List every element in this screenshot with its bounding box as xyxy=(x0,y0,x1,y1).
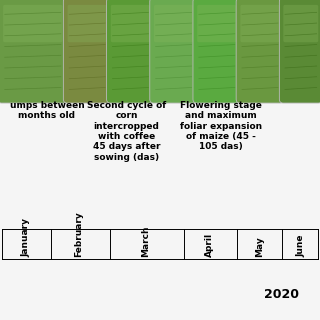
FancyBboxPatch shape xyxy=(63,0,111,103)
Text: April: April xyxy=(205,233,214,257)
FancyBboxPatch shape xyxy=(284,5,318,42)
FancyBboxPatch shape xyxy=(279,0,320,103)
FancyBboxPatch shape xyxy=(107,0,154,103)
FancyBboxPatch shape xyxy=(236,0,284,103)
FancyBboxPatch shape xyxy=(111,5,150,42)
Text: Second cycle of
corn
intercropped
with coffee
45 days after
sowing (das): Second cycle of corn intercropped with c… xyxy=(87,101,166,162)
FancyBboxPatch shape xyxy=(154,5,193,42)
Text: January: January xyxy=(21,218,30,257)
Text: March: March xyxy=(141,225,150,257)
Text: February: February xyxy=(74,211,83,257)
FancyBboxPatch shape xyxy=(150,0,197,103)
Text: June: June xyxy=(296,234,305,257)
FancyBboxPatch shape xyxy=(193,0,241,103)
FancyBboxPatch shape xyxy=(0,0,68,103)
FancyBboxPatch shape xyxy=(240,5,280,42)
FancyBboxPatch shape xyxy=(3,5,62,42)
Text: 2020: 2020 xyxy=(264,288,299,301)
Text: Flowering stage
and maximum
foliar expansion
of maize (45 -
105 das): Flowering stage and maximum foliar expan… xyxy=(180,101,262,151)
Text: umps between
months old: umps between months old xyxy=(10,101,84,120)
Text: May: May xyxy=(255,236,264,257)
FancyBboxPatch shape xyxy=(197,5,236,42)
FancyBboxPatch shape xyxy=(68,5,107,42)
